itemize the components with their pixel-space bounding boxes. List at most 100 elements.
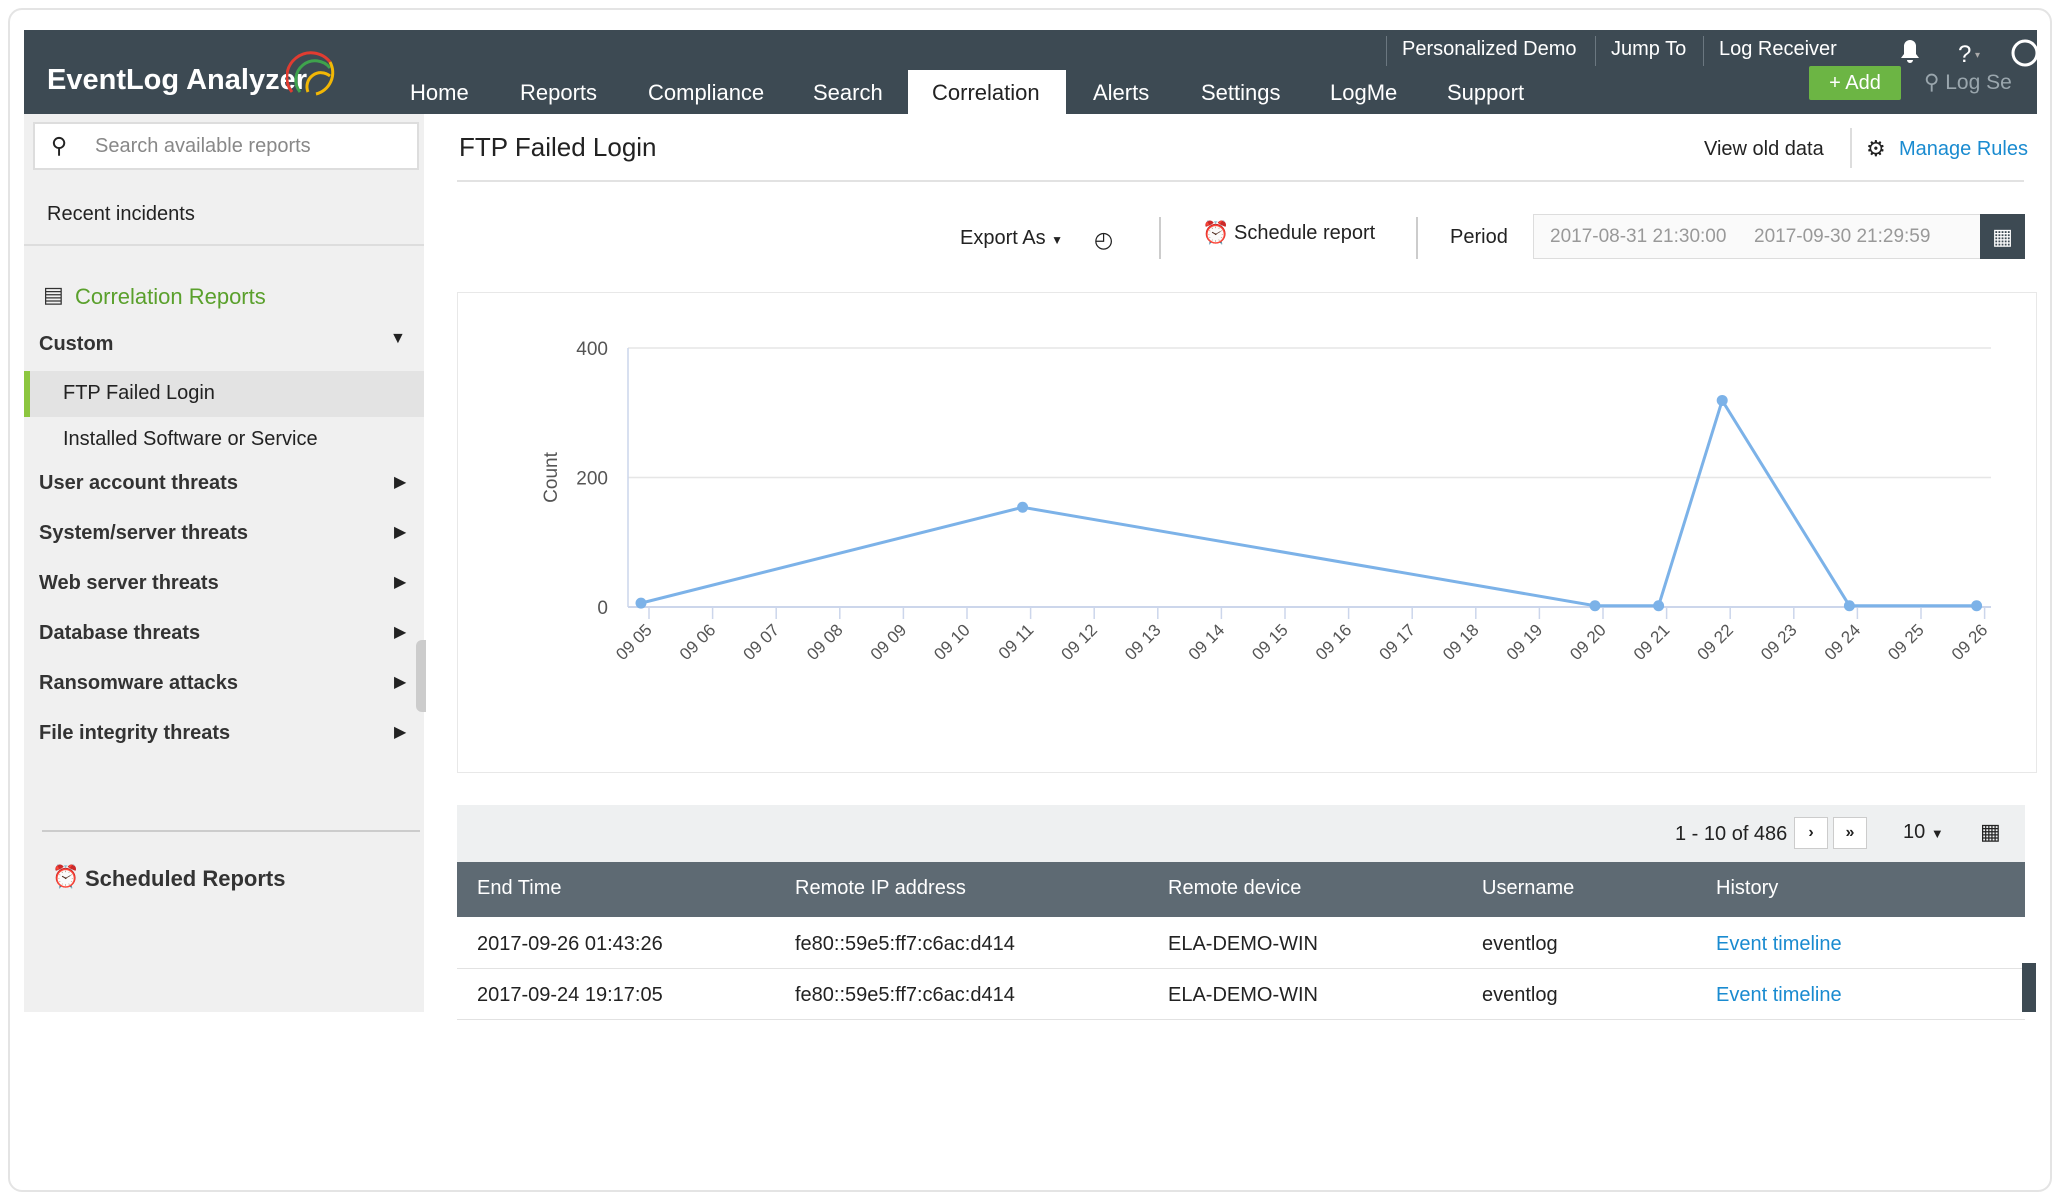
clock-icon: ⏰ — [52, 864, 80, 889]
group-title[interactable]: Custom — [39, 333, 114, 355]
cell: eventlog — [1482, 984, 1558, 1006]
search-placeholder: Search available reports — [95, 135, 311, 157]
columns-icon[interactable]: ▦ — [1980, 819, 2001, 844]
period-label: Period — [1450, 226, 1508, 248]
section-icon: ▤ — [43, 282, 64, 307]
add-button[interactable]: + Add — [1809, 66, 1901, 100]
log-search[interactable]: ⚲ Log Se — [1924, 71, 2012, 94]
y-tick-label: 400 — [576, 339, 608, 360]
export-menu[interactable]: Export As ▼ — [960, 227, 1064, 249]
divider — [457, 180, 2024, 182]
point — [635, 597, 647, 609]
category[interactable]: Ransomware attacks — [39, 672, 238, 694]
table-body: 2017-09-26 01:43:26 fe80::59e5:ff7:c6ac:d… — [457, 917, 2025, 1021]
x-tick-label: 09 22 — [1694, 620, 1738, 664]
log-search-text: Log Se — [1945, 71, 2012, 94]
pagination: 1 - 10 of 486 — [1675, 823, 1788, 845]
sidebar-search[interactable]: ⚲ Search available reports — [33, 122, 419, 170]
page-size[interactable]: 10 ▼ — [1903, 821, 1944, 843]
cell[interactable]: Event timeline — [1716, 984, 1842, 1006]
cell: fe80::59e5:ff7:c6ac:d414 — [795, 984, 1015, 1006]
separator — [1416, 217, 1418, 259]
nav-tab[interactable]: Support — [1447, 80, 1525, 105]
point — [1653, 600, 1665, 612]
nav-tab[interactable]: LogMe — [1330, 80, 1398, 105]
nav-tab[interactable]: Home — [410, 80, 469, 105]
x-tick-label: 09 17 — [1376, 620, 1420, 664]
x-tick-label: 09 09 — [867, 620, 911, 664]
cell: ELA-DEMO-WIN — [1168, 984, 1318, 1006]
recent-incidents[interactable]: Recent incidents — [47, 203, 195, 225]
column-header[interactable]: Remote IP address — [795, 877, 966, 899]
top-nav: EventLog Analyzer + Add ⚲ Log Se ? ▾ Home… — [24, 30, 2037, 114]
brand: EventLog Analyzer — [47, 64, 307, 96]
caret: ▼ — [390, 330, 406, 347]
column-header[interactable]: Remote device — [1168, 877, 1302, 899]
cell[interactable]: Event timeline — [1716, 933, 1842, 955]
separator — [1850, 128, 1852, 168]
report-item[interactable]: Installed Software or Service — [63, 428, 318, 450]
search-icon: ⚲ — [51, 133, 68, 158]
x-tick-label: 09 24 — [1821, 620, 1865, 664]
report-item[interactable]: FTP Failed Login — [63, 382, 215, 404]
rules-icon: ⚙ — [1866, 136, 1886, 161]
x-tick-label: 09 23 — [1757, 620, 1801, 664]
calendar-button[interactable]: ▦ — [1980, 214, 2025, 259]
separator — [1159, 217, 1161, 259]
export-label: Export As — [960, 227, 1046, 249]
x-tick-label: 09 10 — [930, 620, 974, 664]
y-tick-label: 0 — [597, 598, 608, 619]
nav-tab[interactable]: Search — [813, 80, 883, 105]
arrow: ▶ — [394, 624, 407, 641]
sidebar: ⚲ Search available reports Recent inciden… — [24, 114, 424, 1012]
point — [1017, 501, 1029, 513]
x-tick-label: 09 19 — [1503, 620, 1547, 664]
divider — [42, 830, 420, 832]
category[interactable]: Database threats — [39, 622, 201, 644]
x-tick-label: 09 15 — [1248, 620, 1292, 664]
nav-tab[interactable]: Correlation — [932, 80, 1040, 105]
top-link[interactable]: Jump To — [1611, 38, 1687, 60]
cell: ELA-DEMO-WIN — [1168, 933, 1318, 955]
schedule-report[interactable]: Schedule report — [1234, 222, 1376, 244]
arrow: ▶ — [394, 724, 407, 741]
category[interactable]: File integrity threats — [39, 722, 231, 744]
nav-tab[interactable]: Reports — [520, 80, 598, 105]
top-link[interactable]: Log Receiver — [1719, 38, 1837, 60]
category[interactable]: User account threats — [39, 472, 238, 494]
next-page[interactable]: › — [1794, 817, 1828, 849]
category[interactable]: System/server threats — [39, 522, 249, 544]
pdf-icon[interactable]: ◴ — [1094, 227, 1114, 252]
top-link[interactable]: Personalized Demo — [1402, 38, 1577, 60]
arrow: ▶ — [394, 674, 407, 691]
nav-tab[interactable]: Compliance — [648, 80, 765, 105]
view-old-data[interactable]: View old data — [1704, 138, 1824, 160]
separator — [1386, 36, 1387, 66]
arrow: ▶ — [394, 574, 407, 591]
table-header: End Time Remote IP address Remote device Us… — [457, 862, 2025, 917]
period-from: 2017-08-31 21:30:00 — [1550, 226, 1727, 247]
row-divider — [457, 1019, 2025, 1020]
row-divider — [457, 968, 2025, 969]
frame — [8, 8, 2052, 1192]
report-title: FTP Failed Login — [459, 132, 657, 162]
page-size-value: 10 — [1903, 821, 1926, 843]
category[interactable]: Web server threats — [39, 572, 219, 594]
column-header[interactable]: Username — [1482, 877, 1575, 899]
collapse-tab[interactable] — [416, 640, 426, 712]
manage-rules[interactable]: Manage Rules — [1899, 138, 2028, 160]
nav-tab[interactable]: Alerts — [1093, 80, 1150, 105]
scrollbar — [2022, 963, 2036, 1012]
cell: fe80::59e5:ff7:c6ac:d414 — [795, 933, 1015, 955]
last-page[interactable]: » — [1833, 817, 1867, 849]
x-tick-label: 09 08 — [803, 620, 847, 664]
arrow: ▶ — [394, 474, 407, 491]
period-to: 2017-09-30 21:29:59 — [1754, 226, 1931, 247]
scheduled-reports[interactable]: Scheduled Reports — [85, 866, 286, 891]
x-tick-label: 09 18 — [1439, 620, 1483, 664]
nav-tab[interactable]: Settings — [1201, 80, 1281, 105]
column-header[interactable]: End Time — [477, 877, 562, 899]
column-header[interactable]: History — [1716, 877, 1779, 899]
add-label: Add — [1845, 72, 1881, 94]
